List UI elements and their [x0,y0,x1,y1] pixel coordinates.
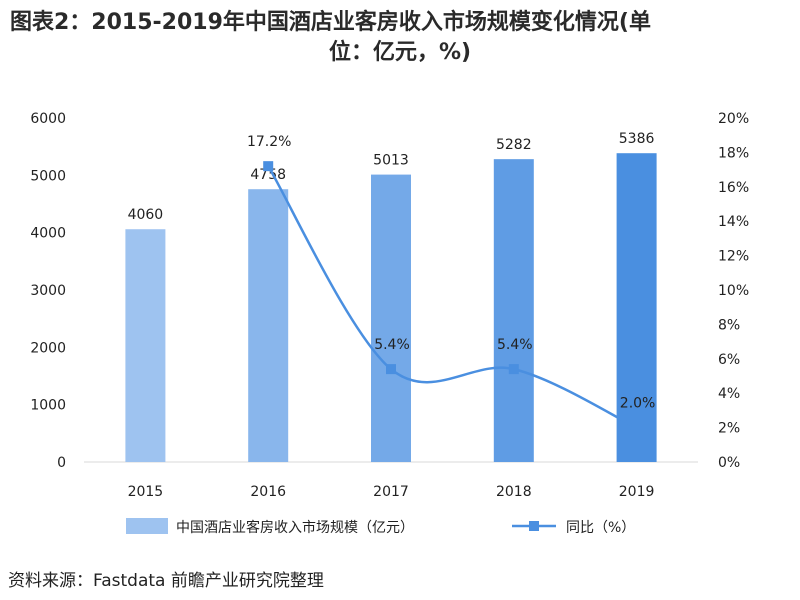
x-tick-label: 2016 [250,484,286,500]
bar-value-label: 4758 [250,167,286,183]
bar [616,153,657,462]
yoy-point [631,422,642,433]
bar-value-label: 5282 [496,137,532,153]
y-right-tick-label: 12% [718,249,749,265]
bar [493,159,534,462]
y-right-tick-label: 4% [718,386,740,402]
bar [125,229,166,462]
source-note: 资料来源：Fastdata 前瞻产业研究院整理 [8,571,324,591]
bar [371,174,411,462]
bar-value-label: 5013 [373,153,409,169]
y-right-tick-label: 20% [718,111,749,127]
bar-value-label: 4060 [128,207,164,223]
title-line-1: 图表2：2015-2019年中国酒店业客房收入市场规模变化情况(单 [10,10,651,35]
yoy-value-label: 2.0% [620,396,656,412]
bar [248,189,289,462]
y-left-tick-label: 4000 [30,226,66,242]
y-right-tick-label: 14% [718,214,749,230]
y-right-tick-label: 18% [718,145,749,161]
yoy-value-label: 5.4% [497,337,533,353]
y-left-tick-label: 0 [57,455,66,471]
yoy-value-label: 5.4% [374,337,410,353]
y-right-tick-label: 10% [718,283,749,299]
y-left-tick-label: 3000 [30,283,66,299]
yoy-point [508,364,519,375]
yoy-point [386,364,396,375]
legend-label-bar: 中国酒店业客房收入市场规模（亿元） [176,519,414,536]
y-right-tick-label: 8% [718,317,740,333]
yoy-line [267,165,638,429]
x-tick-label: 2017 [373,484,409,500]
yoy-point [263,161,274,172]
y-right-tick-label: 0% [718,455,740,471]
x-tick-label: 2019 [619,484,655,500]
legend-swatch-bar [126,518,168,534]
title-line-2: 位：亿元，%) [328,40,472,65]
y-left-tick-label: 2000 [30,340,66,356]
y-right-tick-label: 16% [718,180,749,196]
legend-label-line: 同比（%） [566,520,635,536]
x-tick-label: 2018 [496,484,532,500]
y-left-tick-label: 6000 [30,111,66,127]
legend-swatch-marker [529,521,539,531]
x-tick-label: 2015 [128,484,164,500]
y-left-tick-label: 5000 [30,168,66,184]
y-right-tick-label: 2% [718,421,740,437]
y-left-tick-label: 1000 [30,398,66,414]
chart-title: 图表2：2015-2019年中国酒店业客房收入市场规模变化情况(单 位：亿元，%… [10,8,790,68]
yoy-value-label: 17.2% [247,134,291,150]
chart-svg: 0 1000 2000 3000 4000 5000 6000 0% 2% 4% 6% 8% 10% 12… [30,111,749,536]
y-right-tick-label: 6% [718,352,740,368]
bar-value-label: 5386 [619,131,655,147]
